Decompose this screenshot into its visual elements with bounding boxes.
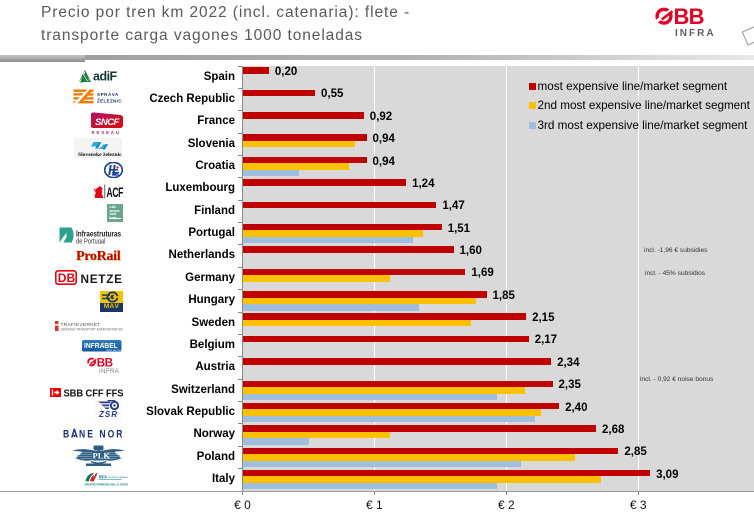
svg-text:SWEDISH TRANSPORT ADMINISTRATI: SWEDISH TRANSPORT ADMINISTRATION: [61, 327, 124, 331]
svg-text:DB: DB: [58, 272, 75, 285]
svg-text:NE NOR: NE NOR: [79, 428, 123, 439]
svg-text:INFRA: INFRA: [99, 369, 119, 374]
svg-text:Infraestruturas: Infraestruturas: [76, 228, 121, 238]
svg-text:adiF: adiF: [93, 70, 118, 84]
svg-text:SPRÁVA: SPRÁVA: [97, 91, 119, 97]
svg-text:TRAFIKVERKET: TRAFIKVERKET: [61, 322, 101, 328]
svg-text:RESEAU: RESEAU: [92, 130, 121, 135]
svg-text:Slovenske železnice: Slovenske železnice: [78, 152, 122, 158]
svg-text:digne de trans: digne de trans: [106, 347, 122, 351]
svg-text:ŽELEZNIC: ŽELEZNIC: [97, 97, 122, 104]
svg-text:SNCF: SNCF: [95, 117, 120, 128]
svg-text:INFRA: INFRA: [675, 28, 716, 39]
svg-text:GRUPPO FERROVIE DELLO STATO: GRUPPO FERROVIE DELLO STATO: [84, 482, 128, 486]
svg-text:INFRABEL: INFRABEL: [84, 343, 119, 350]
svg-text:BB: BB: [674, 4, 704, 29]
svg-text:B: B: [63, 428, 69, 439]
svg-text:RETE FERROVIARIA ITALIANA: RETE FERROVIARIA ITALIANA: [105, 476, 128, 479]
svg-text:ACF: ACF: [107, 186, 124, 199]
svg-text:SBB CFF FFS: SBB CFF FFS: [64, 388, 124, 398]
svg-text:RFI: RFI: [98, 474, 106, 479]
svg-text:PLK: PLK: [93, 450, 111, 460]
svg-text:BB: BB: [97, 356, 113, 369]
svg-text:ZSR: ZSR: [98, 410, 118, 419]
svg-text:de Portugal: de Portugal: [76, 237, 106, 243]
svg-text:NETZE: NETZE: [81, 272, 123, 286]
